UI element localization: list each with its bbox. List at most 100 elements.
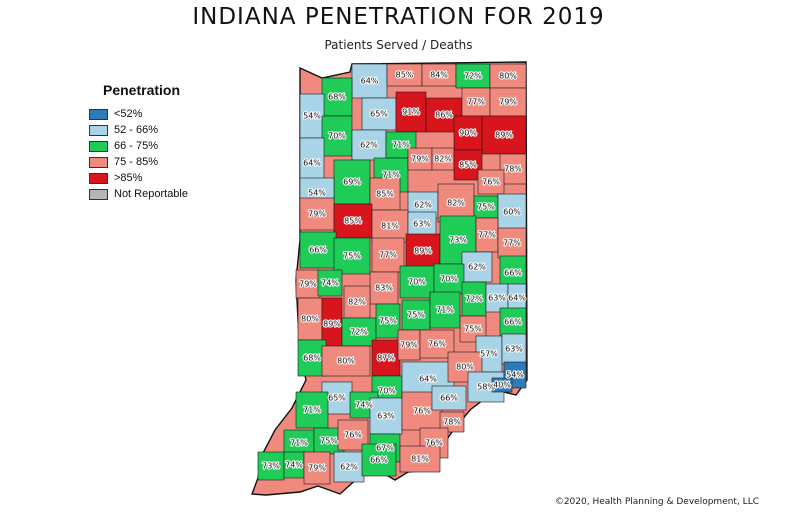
county-penetration-label: 64% (361, 77, 379, 86)
legend-items: <52% 52 - 66% 66 - 75% 75 - 85% >85% Not Repo… (89, 106, 188, 202)
county-penetration-label: 60% (503, 208, 521, 217)
county-penetration-label: 68% (303, 354, 321, 363)
county-penetration-label: 77% (478, 231, 496, 240)
county-penetration-label: 79% (308, 210, 326, 219)
county-penetration-label: 80% (301, 315, 319, 324)
county-penetration-label: 63% (505, 345, 523, 354)
county-region (333, 237, 371, 275)
legend-item: >85% (89, 170, 188, 186)
county-layer (257, 63, 527, 485)
county-region (407, 211, 437, 237)
county-region (317, 269, 343, 297)
county-penetration-label: 87% (377, 354, 395, 363)
legend-label: 66 - 75% (114, 140, 159, 152)
county-penetration-label: 75% (407, 311, 425, 320)
county-region (439, 411, 465, 433)
county-penetration-label: 83% (375, 284, 393, 293)
county-penetration-label: 65% (370, 110, 388, 119)
county-penetration-label: 64% (508, 294, 526, 303)
county-penetration-label: 82% (434, 155, 452, 164)
county-region (433, 263, 465, 295)
county-region (371, 339, 401, 377)
county-region (477, 169, 505, 195)
county-penetration-label: 62% (414, 201, 432, 210)
county-region (295, 269, 321, 299)
county-penetration-label: 75% (464, 325, 482, 334)
copyright-notice: ©2020, Health Planning & Development, LL… (554, 497, 759, 507)
county-penetration-label: 80% (456, 363, 474, 372)
county-penetration-label: 81% (411, 455, 429, 464)
county-penetration-label: 77% (503, 239, 521, 248)
county-region (375, 303, 401, 339)
county-region (501, 333, 527, 365)
county-penetration-label: 91% (402, 108, 420, 117)
county-penetration-label: 66% (504, 269, 522, 278)
county-region (399, 445, 441, 473)
legend-item: 52 - 66% (89, 122, 188, 138)
county-penetration-label: 79% (499, 98, 517, 107)
county-penetration-label: 71% (303, 406, 321, 415)
county-penetration-label: 85% (376, 190, 394, 199)
county-penetration-label: 81% (381, 222, 399, 231)
county-region (369, 397, 403, 435)
county-region (489, 63, 527, 89)
county-region (453, 149, 483, 181)
county-penetration-label: 79% (299, 280, 317, 289)
county-penetration-label: 76% (428, 340, 446, 349)
county-penetration-label: 72% (350, 328, 368, 337)
legend-title: Penetration (103, 82, 181, 98)
county-penetration-label: 76% (482, 178, 500, 187)
county-penetration-label: 71% (290, 439, 308, 448)
county-penetration-label: 71% (436, 306, 454, 315)
county-penetration-label: 82% (447, 199, 465, 208)
county-penetration-label: 66% (440, 394, 458, 403)
county-region (303, 451, 331, 485)
county-penetration-label: 70% (440, 275, 458, 284)
county-penetration-label: 75% (320, 437, 338, 446)
county-region (299, 93, 325, 139)
county-region (429, 291, 461, 329)
county-region (401, 299, 431, 331)
county-region (499, 307, 527, 337)
county-penetration-label: 69% (343, 178, 361, 187)
county-penetration-label: 76% (425, 439, 443, 448)
legend-label: <52% (114, 108, 143, 120)
county-penetration-label: 89% (323, 320, 341, 329)
county-penetration-label: 79% (308, 464, 326, 473)
county-region (497, 193, 527, 231)
map-title: INDIANA PENETRATION FOR 2019 (192, 4, 605, 30)
county-penetration-label: 58% (477, 383, 495, 392)
county-penetration-label: 63% (488, 294, 506, 303)
county-region (341, 317, 377, 347)
legend-swatch (89, 140, 108, 152)
legend-item: 66 - 75% (89, 138, 188, 154)
legend-label: Not Reportable (114, 188, 188, 200)
county-region (371, 209, 409, 243)
legend-item: Not Reportable (89, 186, 188, 202)
county-penetration-label: 77% (379, 251, 397, 260)
county-penetration-label: 68% (328, 93, 346, 102)
county-penetration-label: 54% (506, 371, 524, 380)
county-penetration-label: 89% (495, 131, 513, 140)
county-region (481, 115, 527, 155)
legend-label: 75 - 85% (114, 156, 159, 168)
county-penetration-label: 73% (449, 236, 467, 245)
county-region (297, 297, 323, 341)
county-penetration-label: 71% (382, 171, 400, 180)
county-region (395, 91, 427, 133)
county-penetration-label: 74% (355, 401, 373, 410)
county-label-layer: 64% 85% 84% 72% 80% 68% 54% 65% 91% 86% 77% 79% 70% 6… (261, 69, 527, 473)
county-penetration-label: 65% (328, 394, 346, 403)
county-region (489, 87, 527, 117)
county-penetration-label: 86% (435, 111, 453, 120)
county-penetration-label: 85% (459, 161, 477, 170)
county-region (295, 391, 329, 429)
legend-swatch (89, 156, 108, 168)
county-region (405, 233, 441, 269)
county-region (491, 377, 513, 393)
county-penetration-label: 75% (343, 252, 361, 261)
county-region (257, 451, 285, 481)
county-penetration-label: 85% (344, 217, 362, 226)
county-penetration-label: 54% (303, 112, 321, 121)
